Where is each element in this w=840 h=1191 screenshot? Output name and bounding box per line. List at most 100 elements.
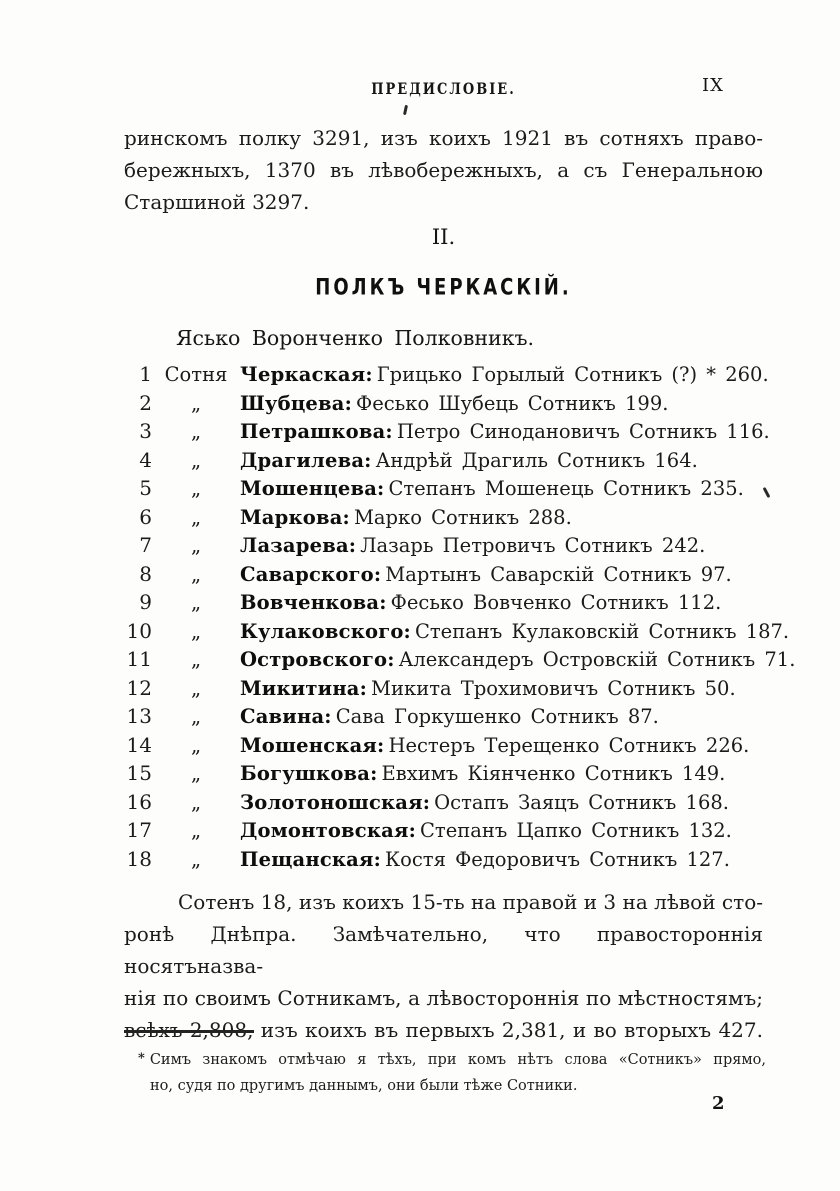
ditto-mark: „ (190, 676, 202, 700)
roster-row: 1 Сотня Черкаская: Грицько Горылый Сотникъ … (124, 360, 772, 389)
roster-row: 12 „ Микитина: Микита Трохимовичъ Сотникъ 5… (124, 674, 772, 703)
roster-row: 6 „ Маркова: Марко Сотникъ 288. (124, 503, 772, 532)
sotnik-detail: Грицько Горылый Сотникъ (?) * 260. (376, 363, 769, 386)
signature-mark: 2 (712, 1093, 725, 1114)
roster-row-number: 8 (139, 561, 152, 586)
sotnia-name: Золотоношская: (240, 790, 431, 814)
sotnik-detail: Андрѣй Драгиль Сотникъ 164. (375, 448, 698, 472)
ditto-mark: „ (190, 505, 202, 529)
sotnik-detail: Фесько Шубець Сотникъ 199. (356, 391, 669, 415)
ditto-mark: „ (190, 762, 202, 785)
sotnik-detail: Остапъ Заяцъ Сотникъ 168. (434, 790, 729, 814)
intro-paragraph: ринскомъ полку 3291, изъ коихъ 1921 въ с… (124, 122, 763, 218)
footnote-asterisk: * (138, 1051, 145, 1066)
sotnia-name: Черкаская: (240, 363, 373, 386)
roster: 1 Сотня Черкаская: Грицько Горылый Сотникъ … (124, 360, 796, 874)
footnote-text: Симъ знакомъ отмѣчаю я тѣхъ, при комъ нѣ… (149, 1052, 766, 1068)
sotnik-detail: Евхимъ Кіянченко Сотникъ 149. (381, 762, 726, 785)
roster-row: 17 „ Домонтовская: Степанъ Цапко Сотникъ 13… (124, 816, 772, 845)
roster-row-number: 15 (126, 761, 152, 785)
ditto-mark: „ (190, 477, 202, 500)
roster-row: 9 „ Вовченкова: Фесько Вовченко Сотникъ 112… (124, 588, 772, 617)
paragraph-line: нія по своимъ Сотникамъ, а лѣвостороннія… (124, 986, 763, 1010)
roster-row-number: 17 (126, 818, 152, 842)
roster-row: 14 „ Мошенская: Нестеръ Терещенко Сотникъ 2… (124, 731, 772, 760)
sotnik-detail: Александеръ Островскій Сотникъ 71. (398, 648, 796, 671)
ditto-mark: „ (190, 420, 202, 443)
roster-row-number: 16 (126, 789, 152, 814)
sotnia-name: Савина: (240, 705, 332, 728)
roster-row: 16 „ Золотоношская: Остапъ Заяцъ Сотникъ 16… (124, 788, 772, 817)
footnote: * Симъ знакомъ отмѣчаю я тѣхъ, при комъ н… (138, 1046, 766, 1099)
roster-row-number: 9 (139, 590, 152, 614)
sotnik-detail: Петро Синодановичъ Сотникъ 116. (396, 420, 770, 443)
ditto-mark: „ (190, 847, 202, 871)
roster-row-number: 13 (126, 704, 152, 728)
sotnik-detail: Нестеръ Терещенко Сотникъ 226. (388, 733, 750, 757)
sotnia-name: Вовченкова: (240, 591, 387, 614)
roster-row-number: 5 (139, 476, 152, 500)
sotnia-name: Мошенцева: (240, 477, 385, 500)
sotnik-detail: Сава Горкушенко Сотникъ 87. (335, 705, 659, 728)
roster-row-number: 3 (139, 419, 152, 443)
sotnik-detail: Фесько Вовченко Сотникъ 112. (390, 591, 722, 614)
sotnia-name: Шубцева: (240, 391, 353, 415)
sotnik-detail: Лазарь Петровичъ Сотникъ 242. (360, 534, 706, 557)
roster-row: 2 „ Шубцева: Фесько Шубець Сотникъ 199. (124, 389, 772, 418)
ditto-mark: „ (190, 591, 202, 614)
sotnik-detail: Микита Трохимовичъ Сотникъ 50. (371, 676, 736, 700)
ditto-mark: „ (190, 648, 202, 671)
roster-row-number: 1 (139, 362, 152, 386)
ditto-mark: „ (190, 705, 202, 728)
sotnik-detail: Костя Федоровичъ Сотникъ 127. (385, 847, 730, 871)
running-title: ПРЕДИСЛОВІЕ. (371, 80, 516, 99)
ditto-mark: „ (190, 819, 202, 842)
paragraph-line: ронѣ Днѣпра. Замѣчательно, что правостор… (124, 922, 763, 978)
roster-row: 7 „ Лазарева: Лазарь Петровичъ Сотникъ 242. (124, 531, 772, 560)
sotnik-detail: Степанъ Кулаковскій Сотникъ 187. (414, 619, 790, 643)
roster-row: 4 „ Драгилева: Андрѣй Драгиль Сотникъ 164. (124, 446, 772, 475)
roster-row: 5 „ Мошенцева: Степанъ Мошенець Сотникъ 235… (124, 474, 772, 503)
ditto-mark: „ (190, 619, 202, 643)
roster-row: 13 „ Савина: Сава Горкушенко Сотникъ 87. (124, 702, 772, 731)
ditto-mark: „ (190, 733, 202, 757)
sotnik-detail: Степанъ Мошенець Сотникъ 235. (388, 477, 744, 500)
roster-row: 3 „ Петрашкова: Петро Синодановичъ Сотникъ … (124, 417, 772, 446)
roster-row-number: 12 (126, 675, 152, 700)
ditto-mark: „ (190, 391, 202, 415)
roster-row-number: 6 (139, 504, 152, 529)
footnote-line: * Симъ знакомъ отмѣчаю я тѣхъ, при комъ н… (138, 1046, 766, 1073)
ditto-mark: „ (190, 448, 202, 472)
roster-row-number: 11 (126, 647, 152, 671)
sotnia-name: Драгилева: (240, 448, 372, 472)
section-numeral: II. (431, 225, 456, 249)
summary-paragraph: Сотенъ 18, изъ коихъ 15-ть на правой и 3… (124, 886, 763, 1046)
roster-column-label: Сотня (164, 363, 228, 386)
paragraph-line: бережныхъ, 1370 въ лѣвобережныхъ, а съ Г… (124, 158, 763, 182)
paragraph-line: Старшиной 3297. (124, 190, 310, 214)
scan-speck (402, 104, 409, 116)
sotnia-name: Лазарева: (240, 534, 357, 557)
footnote-line: но, судя по другимъ даннымъ, они были тѣ… (150, 1078, 578, 1094)
sotnik-detail: Марко Сотникъ 288. (353, 505, 572, 529)
ditto-mark: „ (190, 562, 202, 586)
sotnia-name: Кулаковского: (240, 619, 411, 643)
sotnia-name: Островского: (240, 648, 395, 671)
page-number: IX (702, 75, 724, 96)
sotnia-name: Микитина: (240, 676, 368, 700)
paragraph-line: Сотенъ 18, изъ коихъ 15-ть на правой и 3… (178, 890, 763, 914)
roster-row-number: 4 (139, 447, 152, 472)
roster-row: 11 „ Островского: Александеръ Островскій Со… (124, 645, 796, 674)
ditto-mark: „ (190, 534, 202, 557)
sotnik-detail: Мартынъ Саварскій Сотникъ 97. (385, 562, 732, 586)
section-subtitle: Ясько Воронченко Полковникъ. (176, 326, 535, 350)
sotnia-name: Саварского: (240, 562, 382, 586)
sotnia-name: Мошенская: (240, 733, 385, 757)
section-title: ПОЛКЪ ЧЕРКАСКІЙ. (315, 275, 572, 301)
sotnia-name: Домонтовская: (240, 819, 416, 842)
roster-row: 18 „ Пещанская: Костя Федоровичъ Сотникъ 12… (124, 845, 772, 874)
roster-row-number: 14 (126, 732, 152, 757)
paragraph-line: ринскомъ полку 3291, изъ коихъ 1921 въ с… (124, 126, 763, 150)
roster-row-number: 2 (139, 390, 152, 415)
